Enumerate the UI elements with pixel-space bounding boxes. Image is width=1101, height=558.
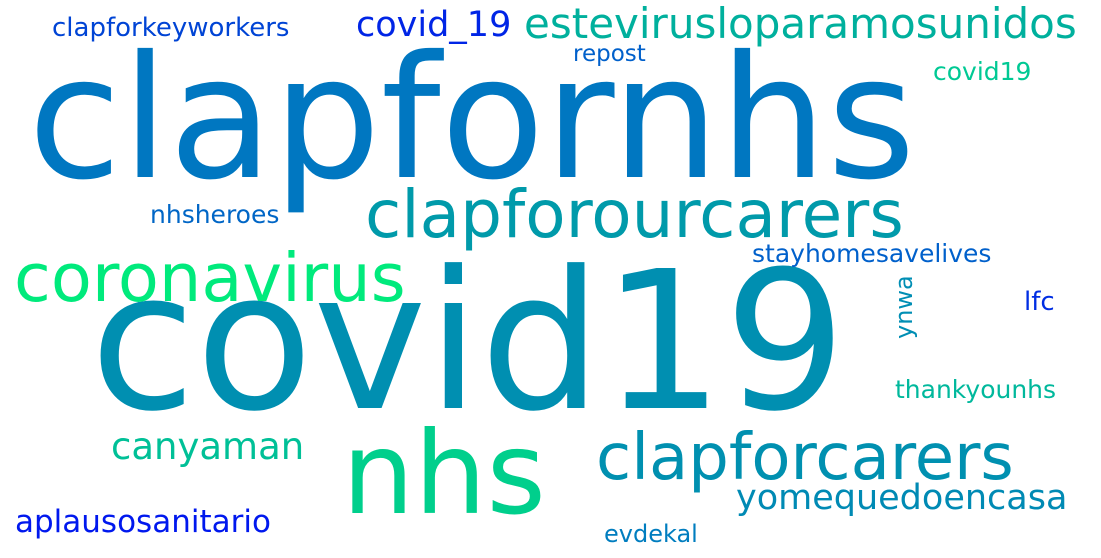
word-coronavirus: coronavirus (14, 239, 406, 317)
word-yomequedoencasa: yomequedoencasa (736, 478, 1068, 518)
word-clapfornhs: clapfornhs (28, 20, 916, 218)
word-aplausosanitario: aplausosanitario (15, 504, 271, 540)
word-canyaman: canyaman (111, 425, 305, 468)
word-nhsheroes: nhsheroes (150, 200, 280, 229)
word-repost: repost (573, 41, 646, 67)
word-clapforourcarers: clapforourcarers (365, 176, 904, 253)
word-clapforcarers: clapforcarers (596, 421, 1014, 495)
word-stayhomesavelives: stayhomesavelives (752, 239, 992, 268)
word-covid19: covid19 (90, 231, 847, 454)
word-covid-underscore-19: covid_19 (356, 5, 512, 45)
word-covid-zwsp-19: covid​19 (933, 57, 1032, 86)
word-evdekal: evdekal (604, 520, 698, 548)
word-nhs: nhs (342, 407, 546, 540)
word-estevirusloparamosunidos: estevirusloparamosunidos (524, 0, 1077, 48)
word-clapforkeyworkers: clapforkeyworkers (52, 13, 290, 43)
word-lfc: lfc (1024, 287, 1055, 317)
word-ynwa: ynwa (890, 275, 918, 339)
word-thankyounhs: thankyounhs (895, 375, 1057, 404)
